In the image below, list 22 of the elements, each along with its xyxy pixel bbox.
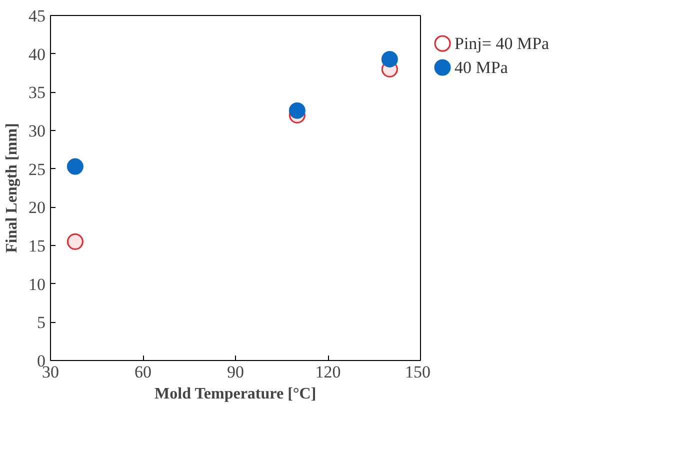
x-axis-title: Mold Temperature [°C] bbox=[154, 386, 316, 402]
x-tick-label: 150 bbox=[405, 362, 430, 382]
y-tick-label: 45 bbox=[28, 6, 46, 26]
y-tick-label: 20 bbox=[28, 198, 46, 218]
y-tick-label: 15 bbox=[28, 236, 46, 256]
y-tick-label: 5 bbox=[37, 313, 46, 332]
y-tick-label: 0 bbox=[37, 352, 46, 370]
y-tick-label: 10 bbox=[28, 274, 46, 294]
point bbox=[66, 233, 84, 250]
y-axis-title: Final Length [mm] bbox=[4, 123, 20, 253]
legend-label: 40 MPa bbox=[454, 58, 508, 77]
legend-label: Pinj= 40 MPa bbox=[454, 34, 550, 53]
point bbox=[66, 158, 84, 175]
y-tick-label: 25 bbox=[28, 160, 46, 179]
x-tick-label: 60 bbox=[134, 362, 152, 382]
x-tick-label: 90 bbox=[227, 362, 244, 382]
point bbox=[288, 102, 306, 119]
y-tick-label: 40 bbox=[28, 44, 46, 64]
x-tick-label: 120 bbox=[315, 362, 341, 382]
y-tick-label: 35 bbox=[28, 83, 46, 102]
point bbox=[381, 50, 398, 68]
y-tick-label: 30 bbox=[28, 122, 46, 140]
